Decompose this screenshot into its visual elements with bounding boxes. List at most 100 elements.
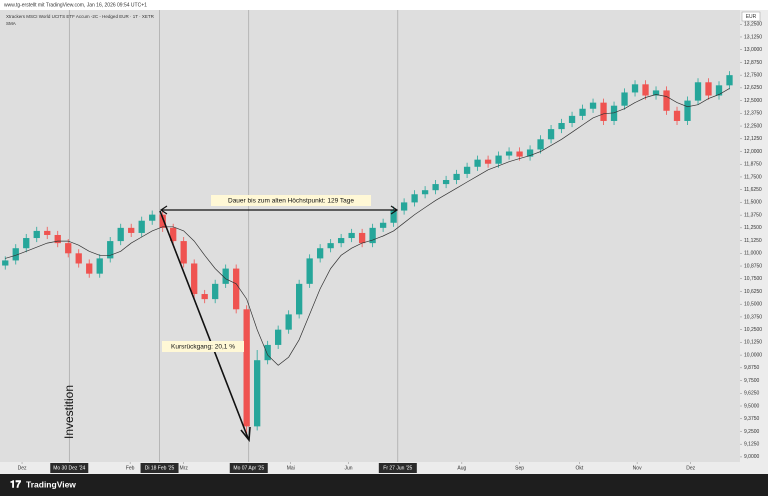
candle-body: [442, 180, 450, 185]
candle-body: [358, 232, 366, 244]
x-tick-label: Jun: [344, 465, 352, 471]
candle-body: [254, 360, 261, 427]
drawdown-label: Kursrückgang: 20,1 %: [171, 344, 235, 351]
candle-body: [610, 105, 618, 121]
candle-body: [568, 115, 576, 123]
candle-body: [369, 227, 376, 244]
candle-body: [201, 294, 208, 300]
y-tick-label: 12,8750: [744, 60, 762, 66]
y-tick-label: 9,0000: [744, 454, 760, 460]
x-tick-label: Dez: [18, 465, 27, 471]
candle-body: [212, 283, 219, 300]
y-tick-label: 10,0000: [744, 352, 762, 358]
footer: [0, 474, 768, 496]
y-tick-label: 12,5000: [744, 98, 762, 104]
sma-line: [5, 88, 730, 366]
candle-body: [432, 184, 439, 191]
x-tick-label: Mai: [287, 465, 295, 471]
x-tick-label: Sep: [515, 465, 524, 471]
candle-body: [65, 243, 72, 254]
candle-body: [463, 166, 471, 174]
y-tick-label: 13,2500: [744, 22, 762, 28]
x-tick-highlight: [50, 463, 89, 473]
x-tick-label: Fr 27 Jun '25: [383, 465, 412, 471]
x-tick-label: Mo 07 Apr '25: [233, 465, 264, 471]
y-tick-label: 10,2500: [744, 327, 762, 333]
y-tick-label: 13,1250: [744, 34, 762, 40]
candle-body: [23, 238, 30, 249]
candle-body: [12, 248, 19, 261]
logo-icon: 𝟏𝟕: [10, 480, 22, 491]
drawdown-box: [162, 341, 244, 352]
x-tick-label: Mrz: [180, 465, 189, 471]
y-tick-label: 12,2500: [744, 123, 762, 129]
candle-body: [390, 210, 397, 223]
candle-body: [516, 151, 523, 157]
candle-body: [96, 258, 103, 274]
candle-body: [526, 149, 534, 157]
logo: TradingView: [26, 479, 76, 489]
candle-body: [453, 173, 460, 181]
y-tick-label: 9,7500: [744, 378, 760, 384]
candle-body: [275, 329, 282, 345]
x-tick-label: Nov: [633, 465, 642, 471]
y-tick-label: 9,6250: [744, 391, 760, 397]
x-tick-highlight: [140, 463, 179, 473]
candle-body: [159, 214, 166, 228]
candle-body: [337, 238, 345, 244]
candle-body: [33, 230, 40, 239]
candle-body: [558, 123, 565, 130]
candle-body: [191, 263, 198, 295]
candle-body: [86, 263, 93, 274]
candle-body: [421, 190, 429, 195]
candle-body: [400, 202, 408, 211]
candle-body: [128, 227, 135, 233]
candle-body: [149, 214, 156, 221]
candle-body: [642, 84, 649, 96]
candle-body: [75, 253, 82, 264]
annotation-lines: [159, 205, 399, 443]
candle-body: [652, 90, 660, 96]
candle-body: [621, 92, 628, 106]
candle-body: [170, 227, 177, 242]
y-tick-label: 9,5000: [744, 403, 760, 409]
x-tick-label: Aug: [457, 465, 466, 471]
y-tick-label: 10,1250: [744, 340, 762, 346]
candle-body: [180, 241, 187, 264]
candle-body: [243, 309, 250, 427]
candle-body: [306, 258, 313, 284]
watermark: www.tg-erstellt mit TradingView.com, Jan…: [4, 2, 147, 8]
y-tick-label: 12,1250: [744, 136, 762, 142]
y-tick-label: 9,1250: [744, 442, 760, 448]
candle-body: [589, 102, 597, 109]
candle-body: [285, 314, 292, 330]
candle-body: [694, 82, 702, 101]
x-tick-label: Di 18 Feb '25: [145, 465, 175, 471]
x-tick-highlight: [229, 463, 268, 473]
candle-body: [474, 159, 481, 167]
candle-body: [705, 82, 712, 96]
candles: [2, 71, 733, 435]
y-tick-label: 12,6250: [744, 85, 762, 91]
investment-label: Investition: [62, 385, 76, 439]
y-tick-label: 11,3750: [744, 212, 762, 218]
y-tick-label: 12,3750: [744, 111, 762, 117]
candle-body: [2, 260, 9, 266]
candle-body: [726, 75, 733, 86]
candle-body: [348, 232, 355, 239]
candle-body: [484, 159, 492, 164]
candle-body: [117, 227, 124, 242]
candle-body: [505, 151, 513, 156]
y-tick-label: 12,0000: [744, 149, 762, 155]
y-tick-label: 11,8750: [744, 162, 762, 168]
candle-body: [264, 344, 271, 361]
candle-body: [222, 268, 229, 284]
y-tick-label: 10,3750: [744, 314, 762, 320]
candle-body: [600, 102, 607, 121]
candle-body: [379, 222, 387, 228]
y-tick-label: 11,6250: [744, 187, 762, 193]
y-tick-label: 11,7500: [744, 174, 762, 180]
candle-body: [663, 90, 670, 111]
candle-body: [547, 129, 555, 140]
price-axis: [740, 10, 768, 462]
